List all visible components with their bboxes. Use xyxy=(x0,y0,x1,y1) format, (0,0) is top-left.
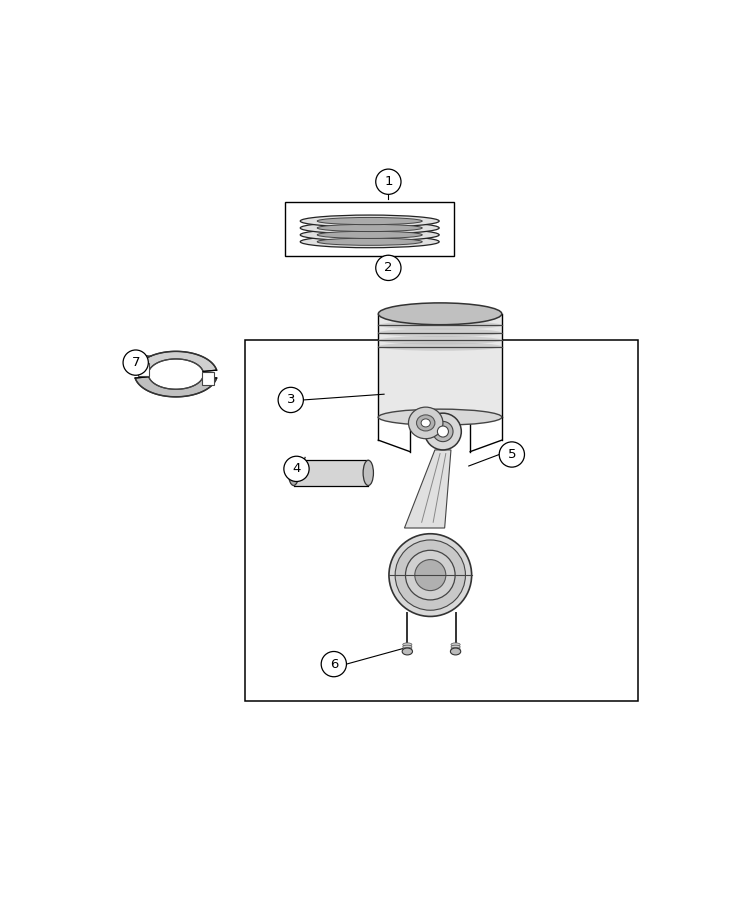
Bar xyxy=(293,460,368,485)
Ellipse shape xyxy=(379,321,502,329)
Circle shape xyxy=(278,387,303,412)
Ellipse shape xyxy=(317,231,422,239)
Ellipse shape xyxy=(395,540,465,610)
Ellipse shape xyxy=(405,550,455,600)
Ellipse shape xyxy=(288,460,299,485)
Ellipse shape xyxy=(451,647,460,651)
Ellipse shape xyxy=(317,218,422,225)
Ellipse shape xyxy=(363,460,373,485)
Text: 2: 2 xyxy=(384,261,393,274)
Ellipse shape xyxy=(451,645,460,649)
Ellipse shape xyxy=(408,407,443,438)
Circle shape xyxy=(376,256,401,281)
Bar xyxy=(379,314,502,418)
Circle shape xyxy=(376,169,401,194)
Bar xyxy=(285,202,454,256)
Ellipse shape xyxy=(451,648,461,655)
Text: 5: 5 xyxy=(508,448,516,461)
Ellipse shape xyxy=(290,466,296,480)
Ellipse shape xyxy=(300,222,439,234)
Ellipse shape xyxy=(421,418,431,427)
Ellipse shape xyxy=(300,215,439,227)
Circle shape xyxy=(284,456,309,482)
Ellipse shape xyxy=(389,534,471,616)
Ellipse shape xyxy=(403,645,412,649)
Ellipse shape xyxy=(379,410,502,425)
Ellipse shape xyxy=(317,238,422,246)
Ellipse shape xyxy=(402,648,413,655)
Ellipse shape xyxy=(379,303,502,325)
Ellipse shape xyxy=(379,342,502,351)
Ellipse shape xyxy=(300,229,439,241)
Ellipse shape xyxy=(403,643,412,646)
Circle shape xyxy=(321,652,347,677)
Ellipse shape xyxy=(300,236,439,248)
Polygon shape xyxy=(135,351,216,372)
Circle shape xyxy=(123,350,148,375)
Bar xyxy=(202,373,214,385)
Ellipse shape xyxy=(379,336,502,345)
Text: 4: 4 xyxy=(292,463,301,475)
Ellipse shape xyxy=(416,415,435,431)
Ellipse shape xyxy=(451,650,460,653)
Ellipse shape xyxy=(437,426,448,437)
Text: 1: 1 xyxy=(384,176,393,188)
Ellipse shape xyxy=(403,647,412,651)
Polygon shape xyxy=(405,450,451,528)
Polygon shape xyxy=(135,377,216,397)
Text: 7: 7 xyxy=(131,356,140,369)
Ellipse shape xyxy=(451,643,460,646)
Ellipse shape xyxy=(379,328,502,338)
Ellipse shape xyxy=(425,413,462,450)
Ellipse shape xyxy=(317,224,422,231)
Circle shape xyxy=(499,442,525,467)
Text: 6: 6 xyxy=(330,658,338,670)
Text: 3: 3 xyxy=(287,393,295,407)
Ellipse shape xyxy=(403,650,412,653)
Ellipse shape xyxy=(433,421,453,442)
Bar xyxy=(245,339,638,701)
Ellipse shape xyxy=(415,560,446,590)
Bar xyxy=(138,364,150,376)
